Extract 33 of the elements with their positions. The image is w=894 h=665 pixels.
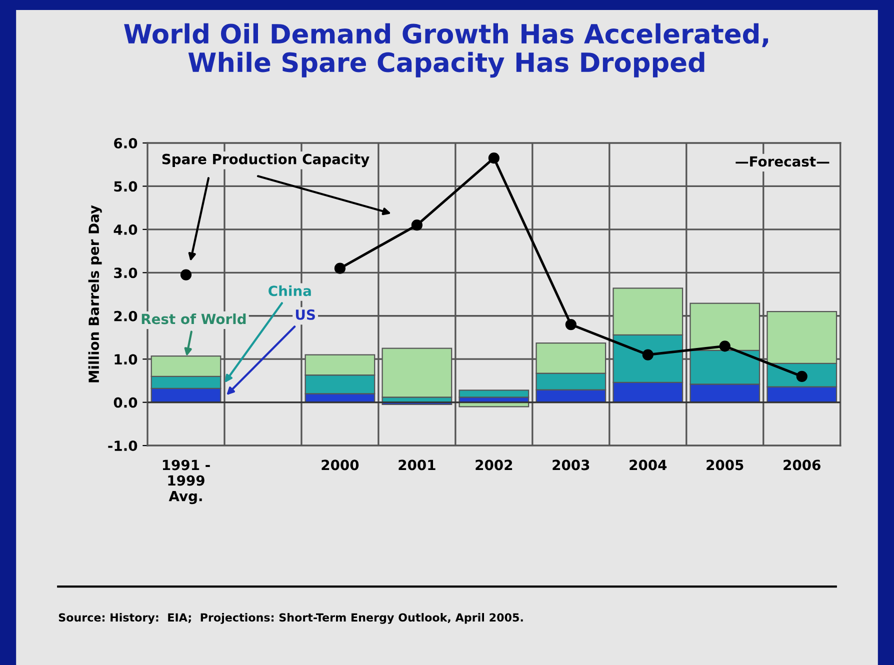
text: US xyxy=(296,309,315,320)
y-tick-label: 4.0 xyxy=(114,224,138,235)
point xyxy=(180,269,192,280)
point xyxy=(488,152,500,164)
text: Rest of World xyxy=(142,313,246,324)
point xyxy=(719,340,730,352)
point xyxy=(565,318,576,330)
x-tick-label: 2002 xyxy=(476,460,512,470)
x-tick-label: 2001 xyxy=(398,460,436,470)
x-tick-label: 2003 xyxy=(552,460,590,470)
x-tick-label: 2006 xyxy=(784,460,820,470)
x-tick-label: 1991 - 1999 Avg. xyxy=(162,460,210,504)
y-tick-label: 5.0 xyxy=(114,181,138,192)
y-tick-label: 0.0 xyxy=(114,397,138,408)
point xyxy=(796,370,808,382)
x-tick-label: 2004 xyxy=(630,460,667,470)
point xyxy=(411,220,423,231)
y-tick-label: 2.0 xyxy=(114,310,138,322)
text: Spare Production Capacity xyxy=(162,154,370,168)
x-tick-label: 2000 xyxy=(322,460,359,470)
point xyxy=(642,349,654,360)
text: China xyxy=(268,285,311,296)
y-tick-label: 3.0 xyxy=(114,268,138,278)
bar xyxy=(458,390,530,398)
annotation: —Forecast— xyxy=(736,156,830,167)
y-axis-title: Million Barrels per Day xyxy=(88,205,102,382)
source-note: Source: History: EIA; Projections: Short-Term Energy Outlook, April 2005. xyxy=(58,613,523,624)
point xyxy=(334,262,346,274)
chart-title: World Oil Demand Growth Has Accelerated, While Spare Capacity Has Dropped xyxy=(124,23,768,78)
x-tick-label: 2005 xyxy=(706,460,744,470)
y-tick-label: 1.0 xyxy=(114,354,138,365)
y-tick-label: -1.0 xyxy=(108,440,138,452)
y-tick-label: 6.0 xyxy=(114,138,138,148)
